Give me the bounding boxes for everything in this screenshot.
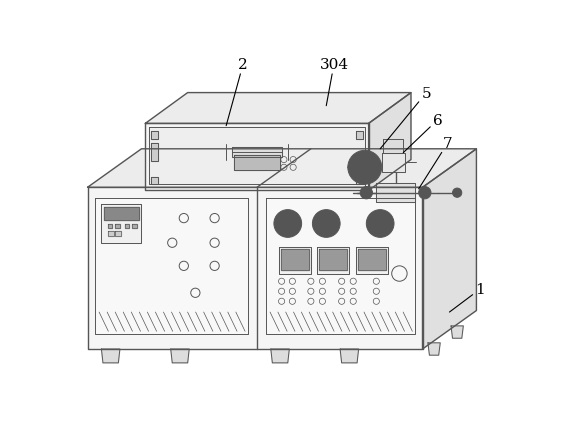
Polygon shape bbox=[115, 225, 120, 229]
Polygon shape bbox=[358, 249, 385, 271]
Polygon shape bbox=[355, 132, 363, 139]
Text: 2: 2 bbox=[226, 58, 248, 127]
Polygon shape bbox=[376, 184, 415, 202]
Polygon shape bbox=[108, 225, 112, 229]
Polygon shape bbox=[132, 225, 137, 229]
Polygon shape bbox=[88, 150, 477, 188]
Polygon shape bbox=[317, 247, 349, 274]
Circle shape bbox=[274, 210, 302, 238]
Polygon shape bbox=[271, 349, 289, 363]
Polygon shape bbox=[355, 177, 363, 185]
Polygon shape bbox=[451, 326, 464, 338]
Text: 7: 7 bbox=[419, 136, 453, 190]
Circle shape bbox=[419, 187, 431, 199]
Polygon shape bbox=[145, 93, 411, 124]
Text: 6: 6 bbox=[403, 113, 443, 153]
Polygon shape bbox=[428, 343, 440, 355]
Polygon shape bbox=[266, 199, 415, 334]
Polygon shape bbox=[232, 148, 282, 157]
Polygon shape bbox=[101, 205, 142, 243]
Polygon shape bbox=[151, 132, 158, 139]
Polygon shape bbox=[88, 188, 422, 349]
Polygon shape bbox=[171, 349, 189, 363]
Polygon shape bbox=[151, 143, 158, 162]
Polygon shape bbox=[101, 349, 120, 363]
Polygon shape bbox=[125, 225, 129, 229]
Polygon shape bbox=[340, 349, 359, 363]
Polygon shape bbox=[278, 247, 311, 274]
Polygon shape bbox=[383, 139, 403, 153]
Polygon shape bbox=[95, 199, 248, 334]
Polygon shape bbox=[355, 247, 388, 274]
Circle shape bbox=[348, 151, 381, 185]
Polygon shape bbox=[108, 232, 114, 236]
Circle shape bbox=[453, 189, 462, 198]
Polygon shape bbox=[104, 207, 139, 221]
Polygon shape bbox=[319, 249, 347, 271]
Circle shape bbox=[312, 210, 340, 238]
Polygon shape bbox=[368, 93, 411, 191]
Polygon shape bbox=[149, 128, 365, 185]
Text: 5: 5 bbox=[380, 86, 431, 150]
Text: 304: 304 bbox=[319, 58, 349, 106]
Polygon shape bbox=[145, 124, 368, 191]
Polygon shape bbox=[115, 232, 122, 236]
Circle shape bbox=[366, 210, 394, 238]
Polygon shape bbox=[281, 249, 308, 271]
Polygon shape bbox=[234, 155, 280, 171]
Circle shape bbox=[360, 187, 372, 199]
Polygon shape bbox=[422, 150, 477, 349]
Text: 1: 1 bbox=[449, 282, 485, 312]
Polygon shape bbox=[151, 177, 158, 185]
Polygon shape bbox=[381, 153, 405, 173]
